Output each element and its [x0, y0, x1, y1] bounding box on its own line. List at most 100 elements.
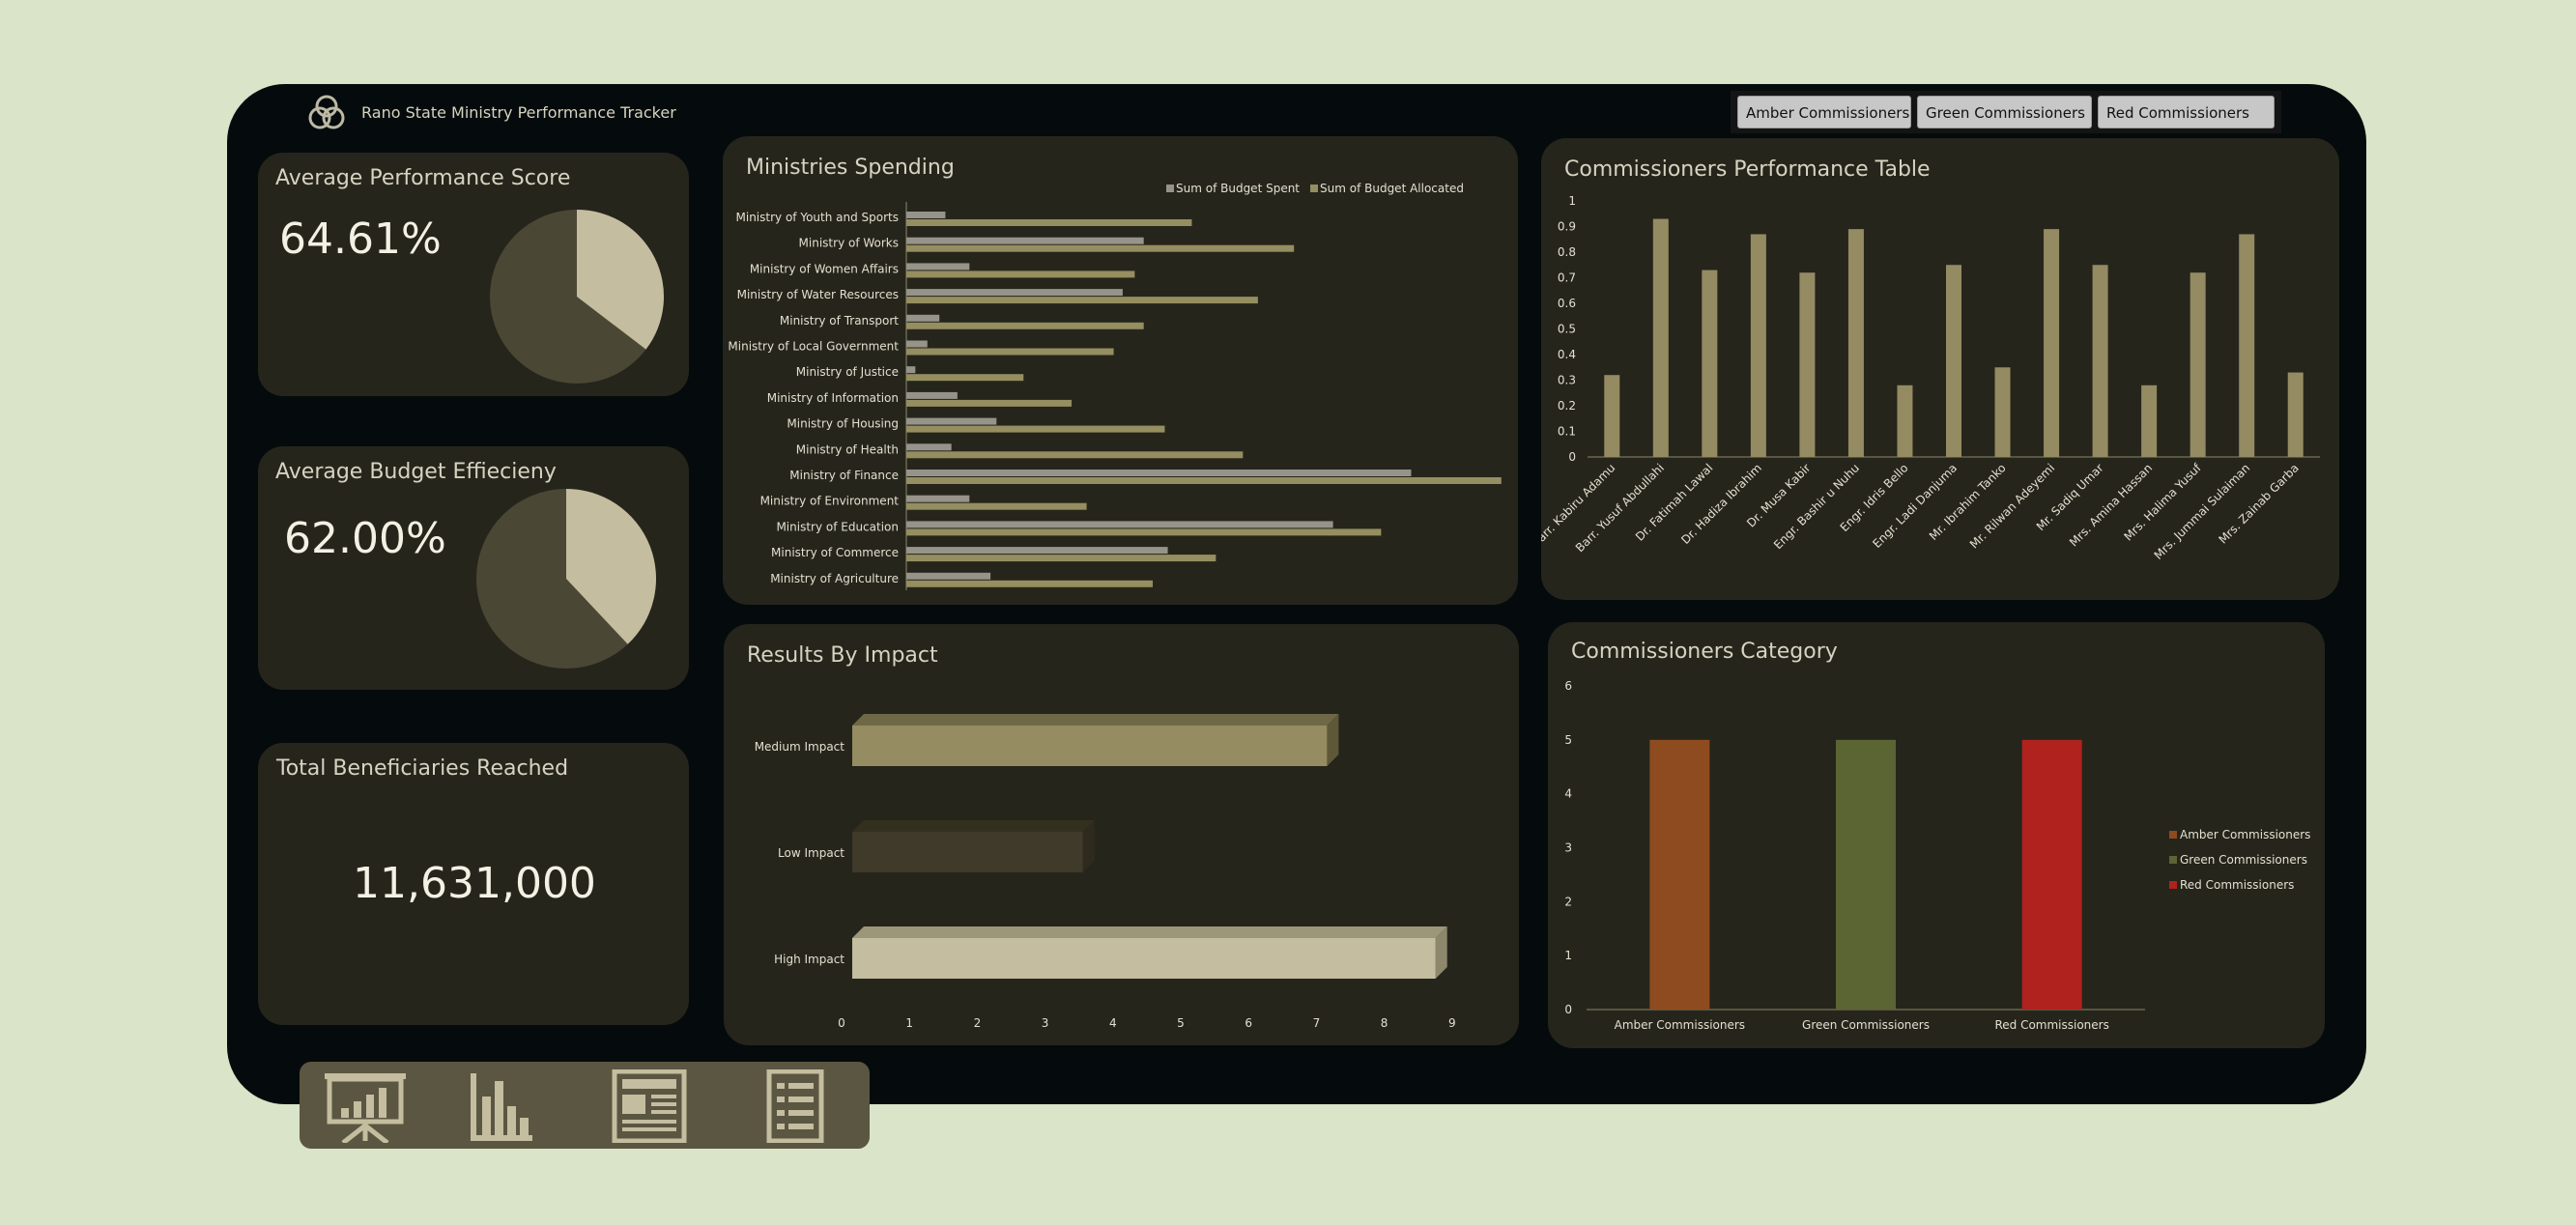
category-label: Ministry of Information [767, 391, 899, 405]
category-label: Ministry of Transport [780, 314, 899, 328]
performance-bar [1946, 265, 1961, 457]
commissioner-label: Dr. Hadiza Ibrahim [1678, 461, 1764, 547]
x-tick-label: 5 [1177, 1016, 1185, 1030]
x-tick-label: 8 [1381, 1016, 1388, 1030]
slicer-green-button[interactable]: Green Commissioners [1917, 96, 2092, 128]
x-tick-label: 1 [905, 1016, 913, 1030]
commissioner-label: Engr. Ladi Danjuma [1870, 461, 1960, 551]
performance-score-title: Average Performance Score [275, 166, 571, 190]
commissioner-label: Barr. Yusuf Abdullahi [1573, 461, 1667, 555]
performance-bar [1994, 367, 2011, 457]
y-tick-label: 0.2 [1558, 399, 1576, 413]
performance-bar [1799, 272, 1816, 457]
presentation-chart-icon[interactable] [322, 1069, 409, 1143]
y-tick-label: 4 [1564, 787, 1572, 801]
commissioner-label: Barr. Kabiru Adamu [1541, 461, 1617, 550]
legend-marker [2169, 881, 2177, 889]
budget-efficiency-title: Average Budget Effiecieny [275, 460, 557, 484]
newspaper-icon[interactable] [607, 1069, 694, 1143]
commissioner-label: Engr. Bashir u Nuhu [1771, 461, 1862, 552]
y-tick-label: 5 [1564, 733, 1572, 747]
category-label: Ministry of Agriculture [770, 572, 899, 585]
bar-chart-icon[interactable] [457, 1069, 544, 1143]
legend-marker [2169, 856, 2177, 864]
list-document-icon[interactable] [752, 1069, 839, 1143]
x-tick-label: 0 [838, 1016, 845, 1030]
category-bar [1836, 739, 1896, 1010]
budget-spent-bar [906, 417, 997, 425]
three-circles-logo-icon [308, 95, 345, 129]
bottom-nav-bar [300, 1062, 870, 1149]
y-tick-label: 0.7 [1558, 271, 1576, 285]
results-impact-chart: Medium Impact Low Impact High Impact 0 1 2 3 4 5… [755, 714, 1456, 1030]
commissioner-slicer: Amber Commissioners Green Commissioners … [1731, 91, 2281, 133]
performance-bar [2141, 385, 2158, 457]
legend-label: Red Commissioners [2180, 878, 2294, 892]
category-label: Ministry of Finance [789, 469, 899, 482]
beneficiaries-title: Total Beneficiaries Reached [276, 756, 569, 781]
category-label: Ministry of Housing [787, 417, 899, 431]
budget-efficiency-value: 62.00% [284, 514, 446, 563]
impact-bar [852, 726, 1328, 766]
y-tick-label: 0.1 [1558, 425, 1576, 439]
commissioners-category-panel: Commissioners Category 0 1 2 3 4 5 6 Amber Comm… [1548, 622, 2325, 1048]
y-tick-label: 0.6 [1558, 297, 1576, 310]
budget-spent-bar [906, 443, 952, 451]
budget-allocated-bar [906, 528, 1382, 536]
impact-category-label: Low Impact [778, 846, 844, 860]
budget-allocated-bar [906, 555, 1216, 562]
category-label: Ministry of Water Resources [737, 288, 899, 301]
performance-bar [1652, 218, 1669, 457]
commissioner-label: Mr. Rilwan Adeyemi [1967, 461, 2057, 551]
impact-category-label: Medium Impact [755, 740, 845, 754]
y-tick-label: 0.5 [1558, 323, 1576, 336]
performance-bar [1750, 234, 1766, 457]
budget-allocated-bar [906, 271, 1135, 278]
ministries-spending-title: Ministries Spending [746, 156, 955, 180]
category-label: Ministry of Health [796, 442, 899, 456]
category-label: Ministry of Justice [796, 365, 899, 379]
category-label: Amber Commissioners [1615, 1018, 1745, 1032]
x-tick-label: 9 [1448, 1016, 1456, 1030]
performance-bar [2092, 265, 2108, 457]
slicer-amber-button[interactable]: Amber Commissioners [1737, 96, 1911, 128]
performance-bar [1897, 385, 1913, 457]
beneficiaries-card: Total Beneficiaries Reached 11,631,000 [258, 743, 689, 1025]
budget-spent-bar [906, 547, 1168, 555]
impact-category-label: High Impact [774, 953, 844, 966]
legend-marker [2169, 831, 2177, 839]
performance-bar [1702, 270, 1718, 457]
y-tick-label: 2 [1564, 895, 1572, 908]
budget-allocated-bar [906, 580, 1154, 587]
impact-bar-side [1082, 820, 1095, 872]
slicer-red-button[interactable]: Red Commissioners [2098, 96, 2275, 128]
budget-spent-bar [906, 340, 928, 348]
results-impact-panel: Results By Impact Medium Impact Low Impac… [724, 624, 1519, 1045]
legend-spent-label: Sum of Budget Spent [1176, 182, 1300, 195]
commissioner-label: Mrs. Amina Hassan [2067, 461, 2155, 549]
performance-score-value: 64.61% [279, 214, 442, 264]
y-tick-label: 6 [1564, 679, 1572, 693]
budget-spent-bar [906, 314, 940, 322]
y-tick-label: 1 [1564, 949, 1572, 962]
x-tick-label: 2 [974, 1016, 982, 1030]
impact-bar-side [1435, 926, 1447, 979]
category-label: Green Commissioners [1802, 1018, 1930, 1032]
y-tick-label: 1 [1568, 194, 1576, 208]
budget-allocated-bar [906, 244, 1295, 252]
ministries-spending-chart: Ministry of Youth and Sports Ministry of … [728, 182, 1502, 590]
legend-label: Green Commissioners [2180, 853, 2307, 867]
y-tick-label: 0.3 [1558, 374, 1576, 387]
budget-allocated-bar [906, 297, 1258, 304]
budget-allocated-bar [906, 374, 1024, 382]
budget-allocated-bar [906, 399, 1073, 407]
category-label: Ministry of Works [799, 237, 899, 250]
performance-score-card: Average Performance Score 64.61% [258, 153, 689, 396]
performance-pie-chart [490, 210, 664, 384]
performance-table-panel: Commissioners Performance Table 0 0.1 0.2 0… [1541, 138, 2339, 600]
impact-bar-side [1327, 714, 1339, 766]
x-tick-label: 4 [1109, 1016, 1117, 1030]
app-title: Rano State Ministry Performance Tracker [361, 103, 676, 122]
budget-allocated-bar [906, 219, 1192, 226]
performance-bar [2044, 229, 2060, 457]
